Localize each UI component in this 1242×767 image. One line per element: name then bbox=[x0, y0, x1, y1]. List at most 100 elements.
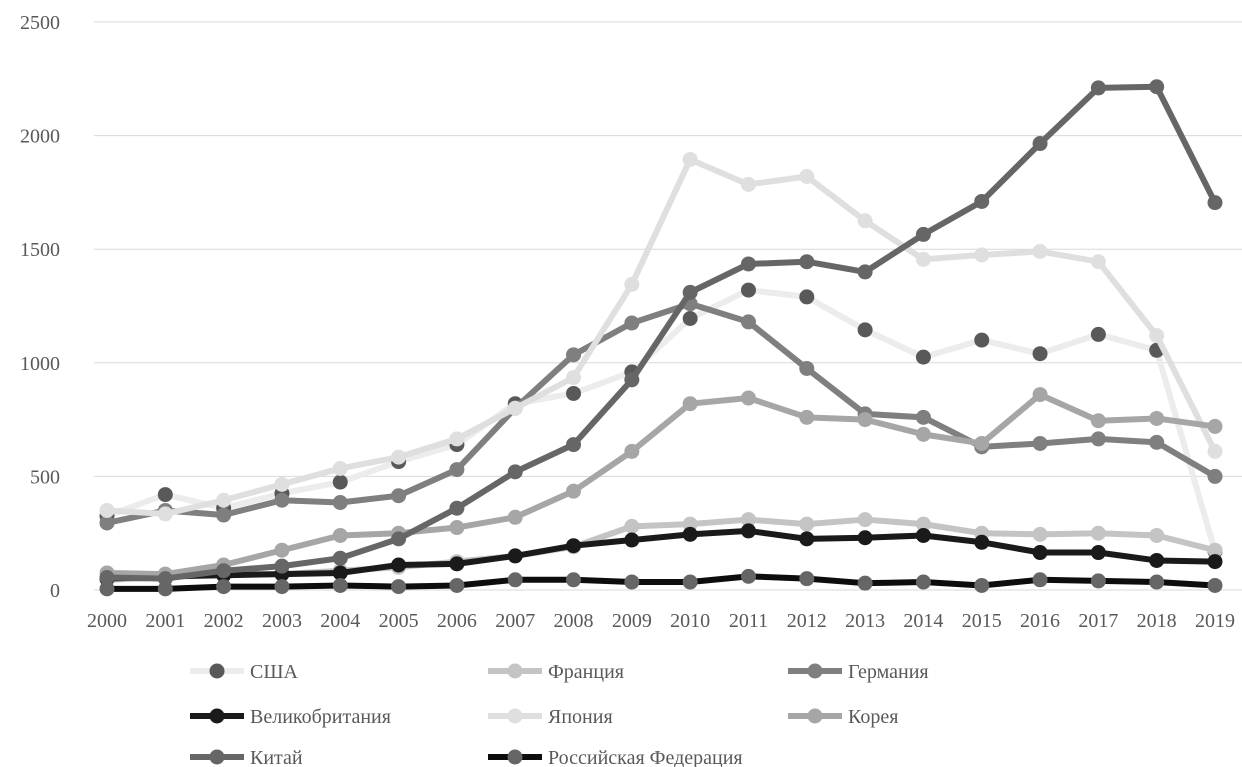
legend-item: Российская Федерация bbox=[488, 747, 743, 767]
data-point bbox=[99, 581, 115, 597]
data-point bbox=[157, 581, 173, 597]
data-point bbox=[274, 476, 290, 492]
legend-label: США bbox=[250, 661, 299, 683]
y-axis: 0 500 1000 1500 2000 2500 bbox=[20, 12, 60, 602]
data-point bbox=[216, 492, 232, 508]
legend-label: Великобритания bbox=[250, 706, 391, 728]
data-point bbox=[449, 577, 465, 593]
legend-item: Япония bbox=[488, 706, 613, 728]
data-point bbox=[915, 251, 931, 267]
data-point bbox=[1207, 443, 1223, 459]
series-7 bbox=[99, 568, 1223, 597]
data-point bbox=[1090, 573, 1106, 589]
x-tick-label: 2011 bbox=[729, 610, 768, 632]
data-point bbox=[740, 512, 756, 528]
data-point bbox=[566, 385, 582, 401]
legend-item: Корея bbox=[788, 706, 898, 728]
data-point bbox=[915, 409, 931, 425]
data-point bbox=[391, 579, 407, 595]
data-point bbox=[216, 579, 232, 595]
data-point bbox=[740, 390, 756, 406]
series-line bbox=[104, 300, 1218, 526]
series-2 bbox=[99, 296, 1223, 531]
legend-swatch-marker bbox=[209, 708, 225, 724]
data-point bbox=[624, 518, 640, 534]
data-point bbox=[624, 372, 640, 388]
data-point bbox=[857, 322, 873, 338]
data-point bbox=[274, 542, 290, 558]
data-point bbox=[1149, 552, 1165, 568]
data-point bbox=[332, 495, 348, 511]
data-point bbox=[799, 289, 815, 305]
series-4 bbox=[99, 151, 1223, 522]
data-point bbox=[682, 396, 698, 412]
data-point bbox=[682, 310, 698, 326]
data-point bbox=[740, 314, 756, 330]
x-tick-label: 2001 bbox=[145, 610, 185, 632]
data-point bbox=[799, 531, 815, 547]
x-tick-label: 2019 bbox=[1195, 610, 1235, 632]
data-point bbox=[1207, 418, 1223, 434]
data-point bbox=[566, 437, 582, 453]
data-point bbox=[449, 556, 465, 572]
x-tick-label: 2003 bbox=[262, 610, 302, 632]
legend-label: Российская Федерация bbox=[548, 747, 743, 767]
data-point bbox=[1149, 574, 1165, 590]
data-point bbox=[507, 464, 523, 480]
data-point bbox=[1149, 410, 1165, 426]
legend: США Франция Германия Великобритания Япония Ко… bbox=[190, 661, 929, 767]
data-point bbox=[740, 282, 756, 298]
data-point bbox=[157, 487, 173, 503]
data-point bbox=[1149, 328, 1165, 344]
data-point bbox=[857, 530, 873, 546]
data-point bbox=[1090, 413, 1106, 429]
legend-item: Франция bbox=[488, 661, 624, 683]
series-line bbox=[104, 391, 1218, 578]
data-point bbox=[332, 527, 348, 543]
data-point bbox=[1207, 554, 1223, 570]
data-point bbox=[332, 550, 348, 566]
data-point bbox=[1032, 243, 1048, 259]
data-point bbox=[915, 226, 931, 242]
legend-swatch-marker bbox=[507, 663, 523, 679]
series-5 bbox=[99, 387, 1223, 582]
data-point bbox=[1149, 79, 1165, 95]
series-line bbox=[104, 527, 1218, 582]
data-point bbox=[391, 449, 407, 465]
data-point bbox=[857, 213, 873, 229]
series-line bbox=[104, 83, 1218, 582]
data-point bbox=[1149, 527, 1165, 543]
data-point bbox=[332, 577, 348, 593]
data-point bbox=[566, 347, 582, 363]
y-tick-label: 2500 bbox=[20, 12, 60, 34]
data-point bbox=[682, 151, 698, 167]
data-point bbox=[99, 502, 115, 518]
data-point bbox=[391, 557, 407, 573]
data-point bbox=[624, 276, 640, 292]
x-tick-label: 2009 bbox=[612, 610, 652, 632]
legend-label: Корея bbox=[848, 706, 898, 728]
data-point bbox=[857, 575, 873, 591]
data-point bbox=[1207, 468, 1223, 484]
x-tick-label: 2010 bbox=[670, 610, 710, 632]
data-point bbox=[624, 443, 640, 459]
legend-item: США bbox=[190, 661, 299, 683]
data-point bbox=[915, 426, 931, 442]
series-0 bbox=[99, 282, 1223, 559]
data-point bbox=[740, 176, 756, 192]
data-point bbox=[915, 516, 931, 532]
series-line bbox=[104, 156, 1218, 517]
data-point bbox=[624, 315, 640, 331]
data-point bbox=[216, 507, 232, 523]
legend-swatch-marker bbox=[507, 708, 523, 724]
data-point bbox=[740, 256, 756, 272]
data-point bbox=[507, 572, 523, 588]
data-point bbox=[799, 360, 815, 376]
legend-swatch-marker bbox=[807, 708, 823, 724]
data-point bbox=[332, 565, 348, 581]
data-point bbox=[1032, 545, 1048, 561]
x-tick-label: 2016 bbox=[1020, 610, 1060, 632]
series-line bbox=[104, 573, 1218, 592]
data-point bbox=[216, 563, 232, 579]
data-point bbox=[682, 574, 698, 590]
